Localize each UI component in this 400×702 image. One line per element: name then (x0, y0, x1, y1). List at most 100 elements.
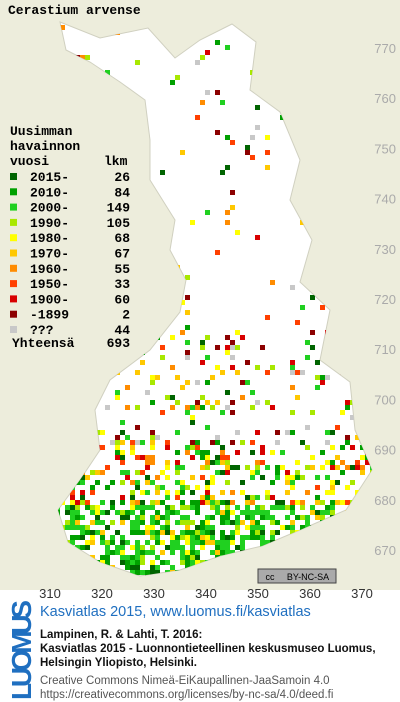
grid-square (270, 515, 275, 520)
grid-square (135, 455, 140, 460)
grid-square (160, 525, 165, 530)
grid-square (310, 505, 315, 510)
grid-square (170, 535, 175, 540)
grid-square (250, 495, 255, 500)
grid-square (150, 560, 155, 565)
grid-square (140, 490, 145, 495)
grid-square (210, 440, 215, 445)
license-url[interactable]: https://creativecommons.org/licenses/by-… (40, 689, 333, 701)
grid-square (100, 535, 105, 540)
grid-square (105, 510, 110, 515)
grid-square (350, 415, 355, 420)
grid-square (80, 55, 85, 60)
grid-square (115, 550, 120, 555)
grid-square (245, 525, 250, 530)
grid-square (80, 515, 85, 520)
grid-square (280, 505, 285, 510)
grid-square (310, 345, 315, 350)
legend-header: vuosi (10, 154, 49, 169)
grid-square (155, 570, 160, 575)
grid-square (135, 370, 140, 375)
grid-square (325, 510, 330, 515)
grid-square (145, 550, 150, 555)
grid-square (220, 460, 225, 465)
grid-square (195, 380, 200, 385)
grid-square (300, 475, 305, 480)
grid-square (75, 515, 80, 520)
grid-square (185, 515, 190, 520)
grid-square (85, 540, 90, 545)
grid-square (145, 490, 150, 495)
legend: Uusimman havainnon vuosi lkm Yhteensä 69… (10, 124, 130, 351)
grid-square (225, 535, 230, 540)
grid-square (200, 475, 205, 480)
y-grid-label: 730 (374, 242, 396, 257)
grid-square (135, 540, 140, 545)
legend-swatch (10, 203, 17, 211)
grid-square (185, 535, 190, 540)
grid-square (330, 465, 335, 470)
grid-square (190, 405, 195, 410)
grid-square (265, 315, 270, 320)
grid-square (175, 545, 180, 550)
grid-square (310, 295, 315, 300)
grid-square (265, 370, 270, 375)
grid-square (305, 490, 310, 495)
grid-square (330, 460, 335, 465)
grid-square (215, 455, 220, 460)
grid-square (150, 445, 155, 450)
atlas-link[interactable]: Kasviatlas 2015, www.luomus.fi/kasviatla… (40, 604, 311, 620)
grid-square (140, 500, 145, 505)
grid-square (185, 550, 190, 555)
grid-square (315, 500, 320, 505)
grid-square (130, 570, 135, 575)
grid-square (105, 405, 110, 410)
grid-square (185, 340, 190, 345)
grid-square (180, 515, 185, 520)
grid-square (105, 555, 110, 560)
grid-square (230, 500, 235, 505)
grid-square (175, 490, 180, 495)
grid-square (140, 510, 145, 515)
grid-square (190, 415, 195, 420)
grid-square (230, 190, 235, 195)
grid-square (145, 480, 150, 485)
grid-square (210, 515, 215, 520)
grid-square (150, 515, 155, 520)
grid-square (345, 440, 350, 445)
grid-square (215, 440, 220, 445)
grid-square (80, 535, 85, 540)
grid-square (360, 455, 365, 460)
badge-text: BY-NC-SA (287, 572, 329, 582)
grid-square (240, 395, 245, 400)
grid-square (155, 475, 160, 480)
grid-square (80, 545, 85, 550)
grid-square (325, 375, 330, 380)
grid-square (140, 440, 145, 445)
legend-label: 2000- (30, 201, 69, 216)
grid-square (195, 400, 200, 405)
grid-square (220, 450, 225, 455)
grid-square (175, 450, 180, 455)
legend-swatch (10, 326, 17, 333)
grid-square (160, 355, 165, 360)
legend-label: 1900- (30, 292, 69, 307)
grid-square (180, 385, 185, 390)
grid-square (315, 515, 320, 520)
legend-count-header: lkm (104, 154, 128, 169)
grid-square (330, 445, 335, 450)
grid-square (160, 530, 165, 535)
grid-square (225, 220, 230, 225)
grid-square (195, 450, 200, 455)
grid-square (245, 505, 250, 510)
grid-square (130, 440, 135, 445)
legend-label: 1970- (30, 247, 69, 262)
grid-square (180, 150, 185, 155)
grid-square (205, 520, 210, 525)
logo: LUOMUS (6, 600, 37, 700)
legend-label: 1960- (30, 262, 69, 277)
grid-square (165, 460, 170, 465)
grid-square (135, 480, 140, 485)
grid-square (200, 360, 205, 365)
grid-square (125, 470, 130, 475)
